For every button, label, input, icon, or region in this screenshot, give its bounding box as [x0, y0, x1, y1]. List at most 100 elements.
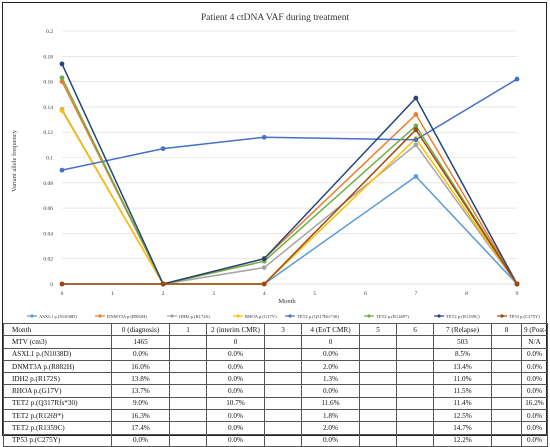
table-cell	[396, 409, 434, 423]
legend-label: RHOA p.(G17V)	[245, 314, 277, 319]
series-line	[62, 175, 518, 285]
legend-label: TET2 p.(R1269*)	[376, 314, 409, 319]
x-tick-label: 7	[415, 291, 418, 297]
data-point	[413, 95, 419, 101]
legend-label: ASXL1 p.(N1038D)	[39, 314, 77, 319]
table-cell	[264, 347, 302, 361]
table-cell: 0	[301, 335, 360, 349]
table-cell: 0.0%	[521, 372, 548, 386]
table-cell	[169, 359, 207, 374]
row-label: DNMT3A p.(R882H)	[3, 359, 112, 374]
table-cell: 2 (interim CMR)	[206, 322, 265, 337]
x-tick-label: 2	[162, 291, 165, 297]
legend-marker	[236, 314, 240, 318]
row-label: ASXL1 p.(N1038D)	[3, 347, 112, 361]
table-cell	[264, 433, 302, 447]
y-tick-label: 0.1	[46, 156, 53, 162]
table-cell: 8	[491, 322, 522, 337]
y-tick-label: 0.02	[43, 257, 53, 263]
table-cell: 0.0%	[111, 347, 170, 361]
table-cell: 4 (EoT CMR)	[301, 322, 360, 337]
table-cell	[264, 409, 302, 423]
table-row: TET2 p.(R1359C) 17.4% 0.0% 2.0% 14.7% 0.0%	[3, 421, 548, 435]
table-cell: 10.7%	[206, 396, 265, 411]
data-point	[413, 123, 419, 129]
table-cell: 0.0%	[206, 433, 265, 447]
table-cell	[396, 359, 434, 374]
table-cell: 12.5%	[433, 409, 492, 423]
table-cell: 8.5%	[433, 347, 492, 361]
y-tick-label: 0.06	[43, 206, 53, 212]
legend-marker	[30, 314, 34, 318]
table-cell: 0.0%	[206, 421, 265, 435]
y-tick-labels: 0 0.02 0.04 0.06 0.08 0.1 0.12 0.14 0.16 0.18 0.2	[43, 29, 53, 288]
data-point	[413, 137, 419, 143]
table-cell: 0.0%	[301, 433, 360, 447]
table-cell	[264, 384, 302, 398]
chart-title: Patient 4 ctDNA VAF during treatment	[201, 13, 350, 23]
row-label: Month	[3, 322, 112, 337]
series-line	[61, 63, 518, 285]
legend-label: TP53 p.(C275Y)	[509, 314, 540, 319]
table-cell	[264, 396, 302, 411]
legend-marker	[170, 314, 174, 318]
table-cell: 9 (Post-salvage)	[521, 322, 548, 337]
data-point	[261, 134, 267, 140]
table-cell: 16.0%	[111, 359, 170, 374]
data-point	[514, 76, 520, 82]
legend-label: TET2 p.(R1359C)	[446, 314, 480, 319]
table-cell: 12.2%	[433, 433, 492, 447]
table-row: TP53 p.(C275Y) 0.0% 0.0% 0.0% 12.2% 0.0%	[3, 433, 548, 447]
y-tick-label: 0.04	[43, 231, 53, 237]
x-tick-label: 5	[313, 291, 316, 297]
table-cell	[491, 347, 522, 361]
table-cell: 16.2%	[521, 396, 548, 411]
table-cell: 11.0%	[433, 372, 492, 386]
table-cell: 1.8%	[301, 409, 360, 423]
table-cell	[169, 335, 207, 349]
table-cell	[359, 409, 397, 423]
table-cell: 5	[359, 322, 397, 337]
table-cell: 13.4%	[433, 359, 492, 374]
x-tick-label: 3	[212, 291, 215, 297]
table-cell: 1	[169, 322, 207, 337]
table-header-row: Month 0 (diagnosis) 1 2 (interim CMR) 3 4 (Eo…	[3, 322, 548, 337]
legend: ASXL1 p.(N1038D) DNMT3A p.(R882H) IDH2 p.(…	[27, 314, 540, 319]
table-cell: 0.0%	[111, 433, 170, 447]
table-cell	[491, 335, 522, 349]
table-cell	[169, 396, 207, 411]
legend-marker	[98, 314, 102, 318]
table-cell: 13.7%	[111, 384, 170, 398]
gridlines	[62, 30, 517, 285]
row-label: IDH2 p.(R172S)	[3, 372, 112, 386]
table-cell	[396, 335, 434, 349]
table-row: MTV (cm3) 1465 0 0 503 N/A	[3, 335, 548, 349]
row-label: TP53 p.(C275Y)	[3, 433, 112, 447]
table-cell: 0.0%	[301, 384, 360, 398]
table-cell	[396, 396, 434, 411]
table-row: TET2 p.(R1269*) 16.3% 0.0% 1.8% 12.5% 0.0%	[3, 409, 548, 423]
table-cell: 0.0%	[206, 384, 265, 398]
table-cell: 17.4%	[111, 421, 170, 435]
data-point	[514, 281, 520, 287]
data-point	[413, 174, 419, 179]
y-tick-label: 0.08	[43, 181, 53, 187]
table-cell	[359, 396, 397, 411]
table-cell	[396, 384, 434, 398]
data-point	[59, 281, 65, 287]
table-cell: 14.7%	[433, 421, 492, 435]
y-tick-label: 0.14	[43, 105, 53, 111]
table-cell: 0.0%	[521, 409, 548, 423]
data-point	[59, 108, 65, 114]
y-tick-label: 0	[50, 282, 53, 288]
table-cell	[169, 372, 207, 386]
table-cell	[169, 347, 207, 361]
table-cell: 16.3%	[111, 409, 170, 423]
table-cell	[491, 433, 522, 447]
table-cell	[169, 433, 207, 447]
data-table: Month 0 (diagnosis) 1 2 (interim CMR) 3 4 (Eo…	[3, 322, 548, 447]
data-point	[261, 281, 267, 287]
data-point	[261, 256, 267, 262]
table-cell: 2.0%	[301, 359, 360, 374]
table-cell	[396, 433, 434, 447]
